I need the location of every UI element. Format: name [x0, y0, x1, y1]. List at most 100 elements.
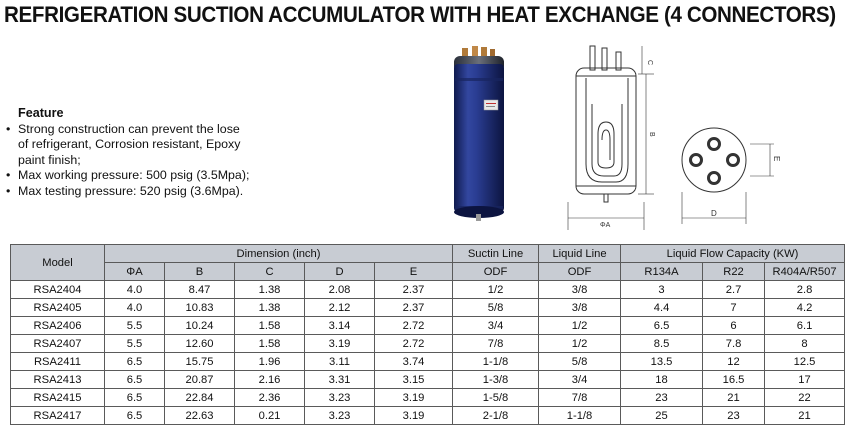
table-row: RSA2405 4.0 10.83 1.38 2.12 2.37 5/8 3/8 4.4 7 4.2	[10, 298, 846, 317]
table-cell: 10.83	[164, 298, 235, 317]
table-cell: 25	[620, 406, 704, 425]
table-cell: 3.31	[304, 370, 375, 389]
table-row: RSA2411 6.5 15.75 1.96 3.11 3.74 1-1/8 5/8 13.5 1…	[10, 352, 846, 371]
table-cell: 1.58	[234, 334, 305, 353]
table-cell: 1-1/8	[538, 406, 622, 425]
table-cell: 17	[764, 370, 846, 389]
table-cell: 8.5	[620, 334, 704, 353]
dim-label-b: B	[648, 132, 655, 137]
table-cell: 1.38	[234, 298, 305, 317]
table-cell: 3.19	[373, 406, 454, 425]
table-cell: 4.4	[620, 298, 704, 317]
table-cell: 5.5	[104, 334, 165, 353]
feature-item: • Max working pressure: 500 psig (3.5Mpa)…	[6, 168, 306, 184]
col-header-b: B	[164, 262, 235, 281]
table-cell: 6.5	[620, 316, 704, 335]
table-cell: 21	[764, 406, 846, 425]
table-cell: 1-5/8	[452, 388, 540, 407]
feature-item: • Max testing pressure: 520 psig (3.6Mpa)…	[6, 184, 306, 200]
table-cell: 2.37	[373, 298, 454, 317]
table-cell: 5/8	[452, 298, 540, 317]
table-cell: 6.5	[104, 352, 165, 371]
table-cell: 3.74	[373, 352, 454, 371]
table-cell: 6	[702, 316, 766, 335]
table-cell: 2.08	[304, 280, 375, 299]
table-cell: 6.5	[104, 370, 165, 389]
subheader-row: ΦA B C D E ODF ODF R134A R22 R404A/R507	[11, 262, 846, 281]
table-cell: 22.63	[164, 406, 235, 425]
connector-tubes	[462, 46, 495, 60]
table-cell: 3/8	[538, 298, 622, 317]
table-cell: 2.72	[373, 334, 454, 353]
group-header-dimension: Dimension (inch)	[103, 244, 454, 263]
table-cell: 15.75	[164, 352, 235, 371]
table-cell: 7	[702, 298, 766, 317]
table-cell: 1.58	[234, 316, 305, 335]
table-cell: 12.60	[164, 334, 235, 353]
table-row: RSA2415 6.5 22.84 2.36 3.23 3.19 1-5/8 7/8 23 21 2…	[10, 388, 846, 407]
tank-bottom	[454, 206, 504, 218]
table-cell: 3.11	[304, 352, 375, 371]
dim-label-phi-a: ΦA	[600, 222, 611, 229]
table-cell: 4.0	[104, 298, 165, 317]
table-cell: 1-1/8	[452, 352, 540, 371]
table-cell: 5.5	[104, 316, 165, 335]
model-cell: RSA2405	[10, 298, 105, 317]
product-image	[454, 46, 504, 221]
feature-line: of refrigerant, Corrosion resistant, Epo…	[18, 137, 241, 151]
table-cell: 22	[764, 388, 846, 407]
dim-label-c: C	[646, 60, 653, 65]
col-header-c: C	[234, 262, 305, 281]
table-cell: 1-3/8	[452, 370, 540, 389]
col-header-r404a-r507: R404A/R507	[764, 262, 846, 281]
table-row: RSA2413 6.5 20.87 2.16 3.31 3.15 1-3/8 3/4 18 16.…	[10, 370, 846, 389]
col-header-phi-a: ΦA	[104, 262, 165, 281]
table-cell: 1.38	[234, 280, 305, 299]
group-header-liquid-flow-capacity: Liquid Flow Capacity (KW)	[620, 244, 846, 263]
col-header-e: E	[373, 262, 454, 281]
page-title: REFRIGERATION SUCTION ACCUMULATOR WITH H…	[4, 2, 836, 27]
table-cell: 23	[620, 388, 704, 407]
bullet-icon: •	[6, 183, 11, 198]
table-cell: 6.5	[104, 388, 165, 407]
table-cell: 4.2	[764, 298, 846, 317]
table-cell: 0.21	[234, 406, 305, 425]
inner-coil	[585, 78, 629, 183]
table-row: RSA2406 5.5 10.24 1.58 3.14 2.72 3/4 1/2 6.5 6 6.1	[10, 316, 846, 335]
drawing-shell	[575, 67, 637, 195]
feature-heading: Feature	[18, 106, 64, 120]
table-cell: 3/4	[538, 370, 622, 389]
col-header-liquid-odf: ODF	[538, 262, 622, 281]
feature-section: Feature • Strong construction can prevent…	[6, 106, 306, 199]
table-cell: 3.14	[304, 316, 375, 335]
table-cell: 1/2	[538, 316, 622, 335]
table-cell: 2.12	[304, 298, 375, 317]
table-cell: 2.7	[702, 280, 766, 299]
table-cell: 2.37	[373, 280, 454, 299]
table-cell: 7.8	[702, 334, 766, 353]
table-cell: 8	[764, 334, 846, 353]
feature-item: • Strong construction can prevent the los…	[6, 122, 306, 169]
model-cell: RSA2413	[10, 370, 105, 389]
table-cell: 12.5	[764, 352, 846, 371]
table-cell: 2.16	[234, 370, 305, 389]
spec-table: Model Dimension (inch) Suctin Line Liqui…	[10, 244, 846, 425]
table-cell: 3/8	[538, 280, 622, 299]
table-cell: 13.5	[620, 352, 704, 371]
dim-label-e: E	[772, 156, 780, 161]
col-header-r22: R22	[702, 262, 766, 281]
col-header-model: Model	[10, 244, 105, 281]
table-cell: 20.87	[164, 370, 235, 389]
table-cell: 7/8	[538, 388, 622, 407]
table-cell: 3.19	[304, 334, 375, 353]
table-cell: 3.15	[373, 370, 454, 389]
model-cell: RSA2415	[10, 388, 105, 407]
model-cell: RSA2411	[10, 352, 105, 371]
table-cell: 23	[702, 406, 766, 425]
model-cell: RSA2407	[10, 334, 105, 353]
table-row: RSA2404 4.0 8.47 1.38 2.08 2.37 1/2 3/8 3 2.7 2.8	[10, 280, 846, 299]
table-row: RSA2417 6.5 22.63 0.21 3.23 3.19 2-1/8 1-1/8 25 2…	[10, 406, 846, 425]
col-header-r134a: R134A	[620, 262, 704, 281]
group-header-liquid-line: Liquid Line	[538, 244, 622, 263]
model-cell: RSA2406	[10, 316, 105, 335]
